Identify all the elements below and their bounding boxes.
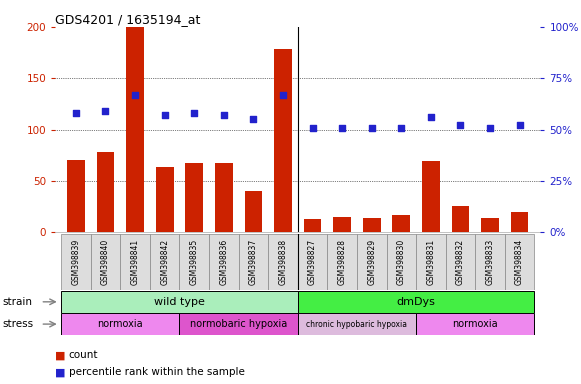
Point bbox=[101, 108, 110, 114]
FancyBboxPatch shape bbox=[357, 234, 386, 290]
Point bbox=[426, 114, 436, 120]
FancyBboxPatch shape bbox=[297, 291, 535, 313]
Point bbox=[130, 92, 139, 98]
Point bbox=[71, 110, 81, 116]
Point bbox=[278, 92, 288, 98]
FancyBboxPatch shape bbox=[268, 234, 297, 290]
Text: GSM398829: GSM398829 bbox=[367, 239, 376, 285]
FancyBboxPatch shape bbox=[180, 313, 297, 335]
Text: ■: ■ bbox=[55, 367, 66, 377]
FancyBboxPatch shape bbox=[61, 291, 297, 313]
Text: GSM398841: GSM398841 bbox=[131, 239, 139, 285]
Text: GSM398827: GSM398827 bbox=[308, 239, 317, 285]
Text: GSM398834: GSM398834 bbox=[515, 239, 524, 285]
Point bbox=[308, 124, 317, 131]
Bar bbox=[363, 218, 381, 232]
FancyBboxPatch shape bbox=[297, 234, 327, 290]
Text: GSM398840: GSM398840 bbox=[101, 239, 110, 285]
Text: GSM398838: GSM398838 bbox=[278, 239, 288, 285]
FancyBboxPatch shape bbox=[239, 234, 268, 290]
Bar bbox=[185, 164, 203, 232]
Bar bbox=[245, 191, 262, 232]
Text: normoxia: normoxia bbox=[98, 319, 143, 329]
FancyBboxPatch shape bbox=[297, 313, 416, 335]
FancyBboxPatch shape bbox=[61, 234, 91, 290]
Point bbox=[456, 122, 465, 129]
FancyBboxPatch shape bbox=[475, 234, 505, 290]
Point bbox=[219, 112, 228, 118]
Bar bbox=[274, 50, 292, 232]
FancyBboxPatch shape bbox=[386, 234, 416, 290]
Point bbox=[249, 116, 258, 122]
Point bbox=[515, 122, 524, 129]
FancyBboxPatch shape bbox=[505, 234, 535, 290]
Text: normoxia: normoxia bbox=[453, 319, 498, 329]
Bar bbox=[481, 218, 499, 232]
Bar bbox=[126, 27, 144, 232]
Bar bbox=[96, 152, 114, 232]
FancyBboxPatch shape bbox=[327, 234, 357, 290]
Text: GSM398836: GSM398836 bbox=[219, 239, 228, 285]
Bar bbox=[156, 167, 174, 232]
FancyBboxPatch shape bbox=[416, 313, 535, 335]
Text: wild type: wild type bbox=[154, 297, 205, 307]
Bar bbox=[333, 217, 351, 232]
Text: stress: stress bbox=[3, 319, 34, 329]
FancyBboxPatch shape bbox=[446, 234, 475, 290]
Text: GSM398837: GSM398837 bbox=[249, 239, 258, 285]
FancyBboxPatch shape bbox=[91, 234, 120, 290]
Text: dmDys: dmDys bbox=[397, 297, 436, 307]
FancyBboxPatch shape bbox=[209, 234, 239, 290]
Bar bbox=[511, 212, 529, 232]
Text: chronic hypobaric hypoxia: chronic hypobaric hypoxia bbox=[306, 319, 407, 329]
Text: GSM398842: GSM398842 bbox=[160, 239, 169, 285]
Text: percentile rank within the sample: percentile rank within the sample bbox=[69, 367, 245, 377]
Point bbox=[338, 124, 347, 131]
Text: strain: strain bbox=[3, 297, 33, 307]
Text: normobaric hypoxia: normobaric hypoxia bbox=[190, 319, 287, 329]
Text: count: count bbox=[69, 350, 98, 360]
Text: GSM398832: GSM398832 bbox=[456, 239, 465, 285]
Bar bbox=[304, 219, 321, 232]
Bar bbox=[392, 215, 410, 232]
Bar bbox=[422, 161, 440, 232]
Point bbox=[189, 110, 199, 116]
Text: GSM398828: GSM398828 bbox=[338, 239, 347, 285]
Bar bbox=[215, 164, 232, 232]
Text: GSM398831: GSM398831 bbox=[426, 239, 435, 285]
Point bbox=[397, 124, 406, 131]
FancyBboxPatch shape bbox=[120, 234, 150, 290]
Point bbox=[485, 124, 494, 131]
Bar bbox=[67, 161, 85, 232]
Bar bbox=[451, 205, 469, 232]
Text: GSM398835: GSM398835 bbox=[190, 239, 199, 285]
Text: GSM398830: GSM398830 bbox=[397, 239, 406, 285]
Text: GDS4201 / 1635194_at: GDS4201 / 1635194_at bbox=[55, 13, 200, 26]
FancyBboxPatch shape bbox=[61, 313, 180, 335]
Text: GSM398833: GSM398833 bbox=[486, 239, 494, 285]
Point bbox=[367, 124, 376, 131]
FancyBboxPatch shape bbox=[416, 234, 446, 290]
FancyBboxPatch shape bbox=[150, 234, 180, 290]
Text: GSM398839: GSM398839 bbox=[71, 239, 80, 285]
FancyBboxPatch shape bbox=[180, 234, 209, 290]
Point bbox=[160, 112, 169, 118]
Text: ■: ■ bbox=[55, 350, 66, 360]
